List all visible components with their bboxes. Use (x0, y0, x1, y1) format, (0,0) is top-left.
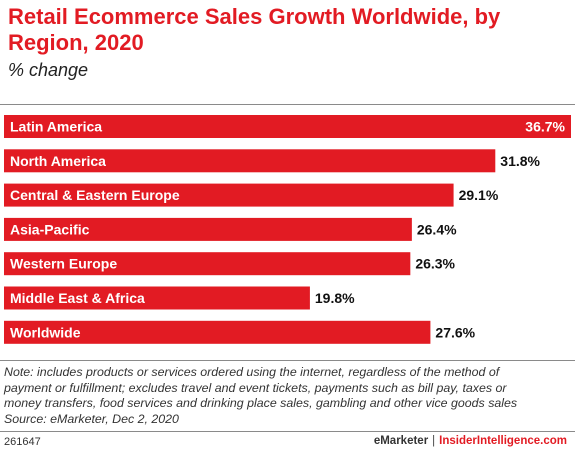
bar (4, 286, 310, 310)
bar (4, 149, 496, 173)
category-label: Worldwide (10, 324, 81, 340)
category-label: Latin America (10, 119, 102, 135)
bar (4, 183, 454, 207)
value-label: 19.8% (315, 290, 355, 306)
category-label: North America (10, 153, 106, 169)
category-label: Central & Eastern Europe (10, 187, 180, 203)
value-label: 27.6% (435, 324, 475, 340)
brand-emarketer: eMarketer (373, 435, 429, 447)
note-line: Note: includes products or services orde… (4, 365, 500, 379)
category-label: Western Europe (10, 256, 117, 272)
chart-id: 261647 (4, 436, 41, 448)
value-label: 26.3% (415, 256, 455, 272)
notes-divider (0, 360, 575, 361)
category-label: Middle East & Africa (10, 290, 145, 306)
bar (4, 252, 411, 276)
value-label: 29.1% (459, 187, 499, 203)
footer-divider (0, 431, 575, 432)
category-label: Asia-Pacific (10, 221, 90, 237)
value-label: 26.4% (417, 221, 457, 237)
brand-insiderintelligence: InsiderIntelligence.com (439, 435, 567, 447)
note-line: money transfers, food services and drink… (4, 396, 518, 411)
bar (4, 217, 412, 241)
footer-brand: eMarketer | InsiderIntelligence.com (374, 435, 567, 447)
chart-notes: Note: includes products or services orde… (4, 365, 572, 427)
brand-separator: | (432, 435, 436, 447)
value-label: 36.7% (525, 119, 565, 135)
bar (4, 320, 431, 344)
value-label: 31.8% (500, 153, 540, 169)
chart-title: Retail Ecommerce Sales Growth Worldwide,… (8, 4, 501, 55)
bar (4, 115, 571, 138)
note-line: payment or fulfillment; excludes travel … (4, 380, 507, 395)
bar-chart: Latin America 36.7% North America 31.8% Cent… (4, 115, 571, 344)
chart-subtitle: % change (8, 60, 89, 80)
top-divider (0, 104, 575, 105)
source-line: Source: eMarketer, Dec 2, 2020 (4, 411, 179, 426)
